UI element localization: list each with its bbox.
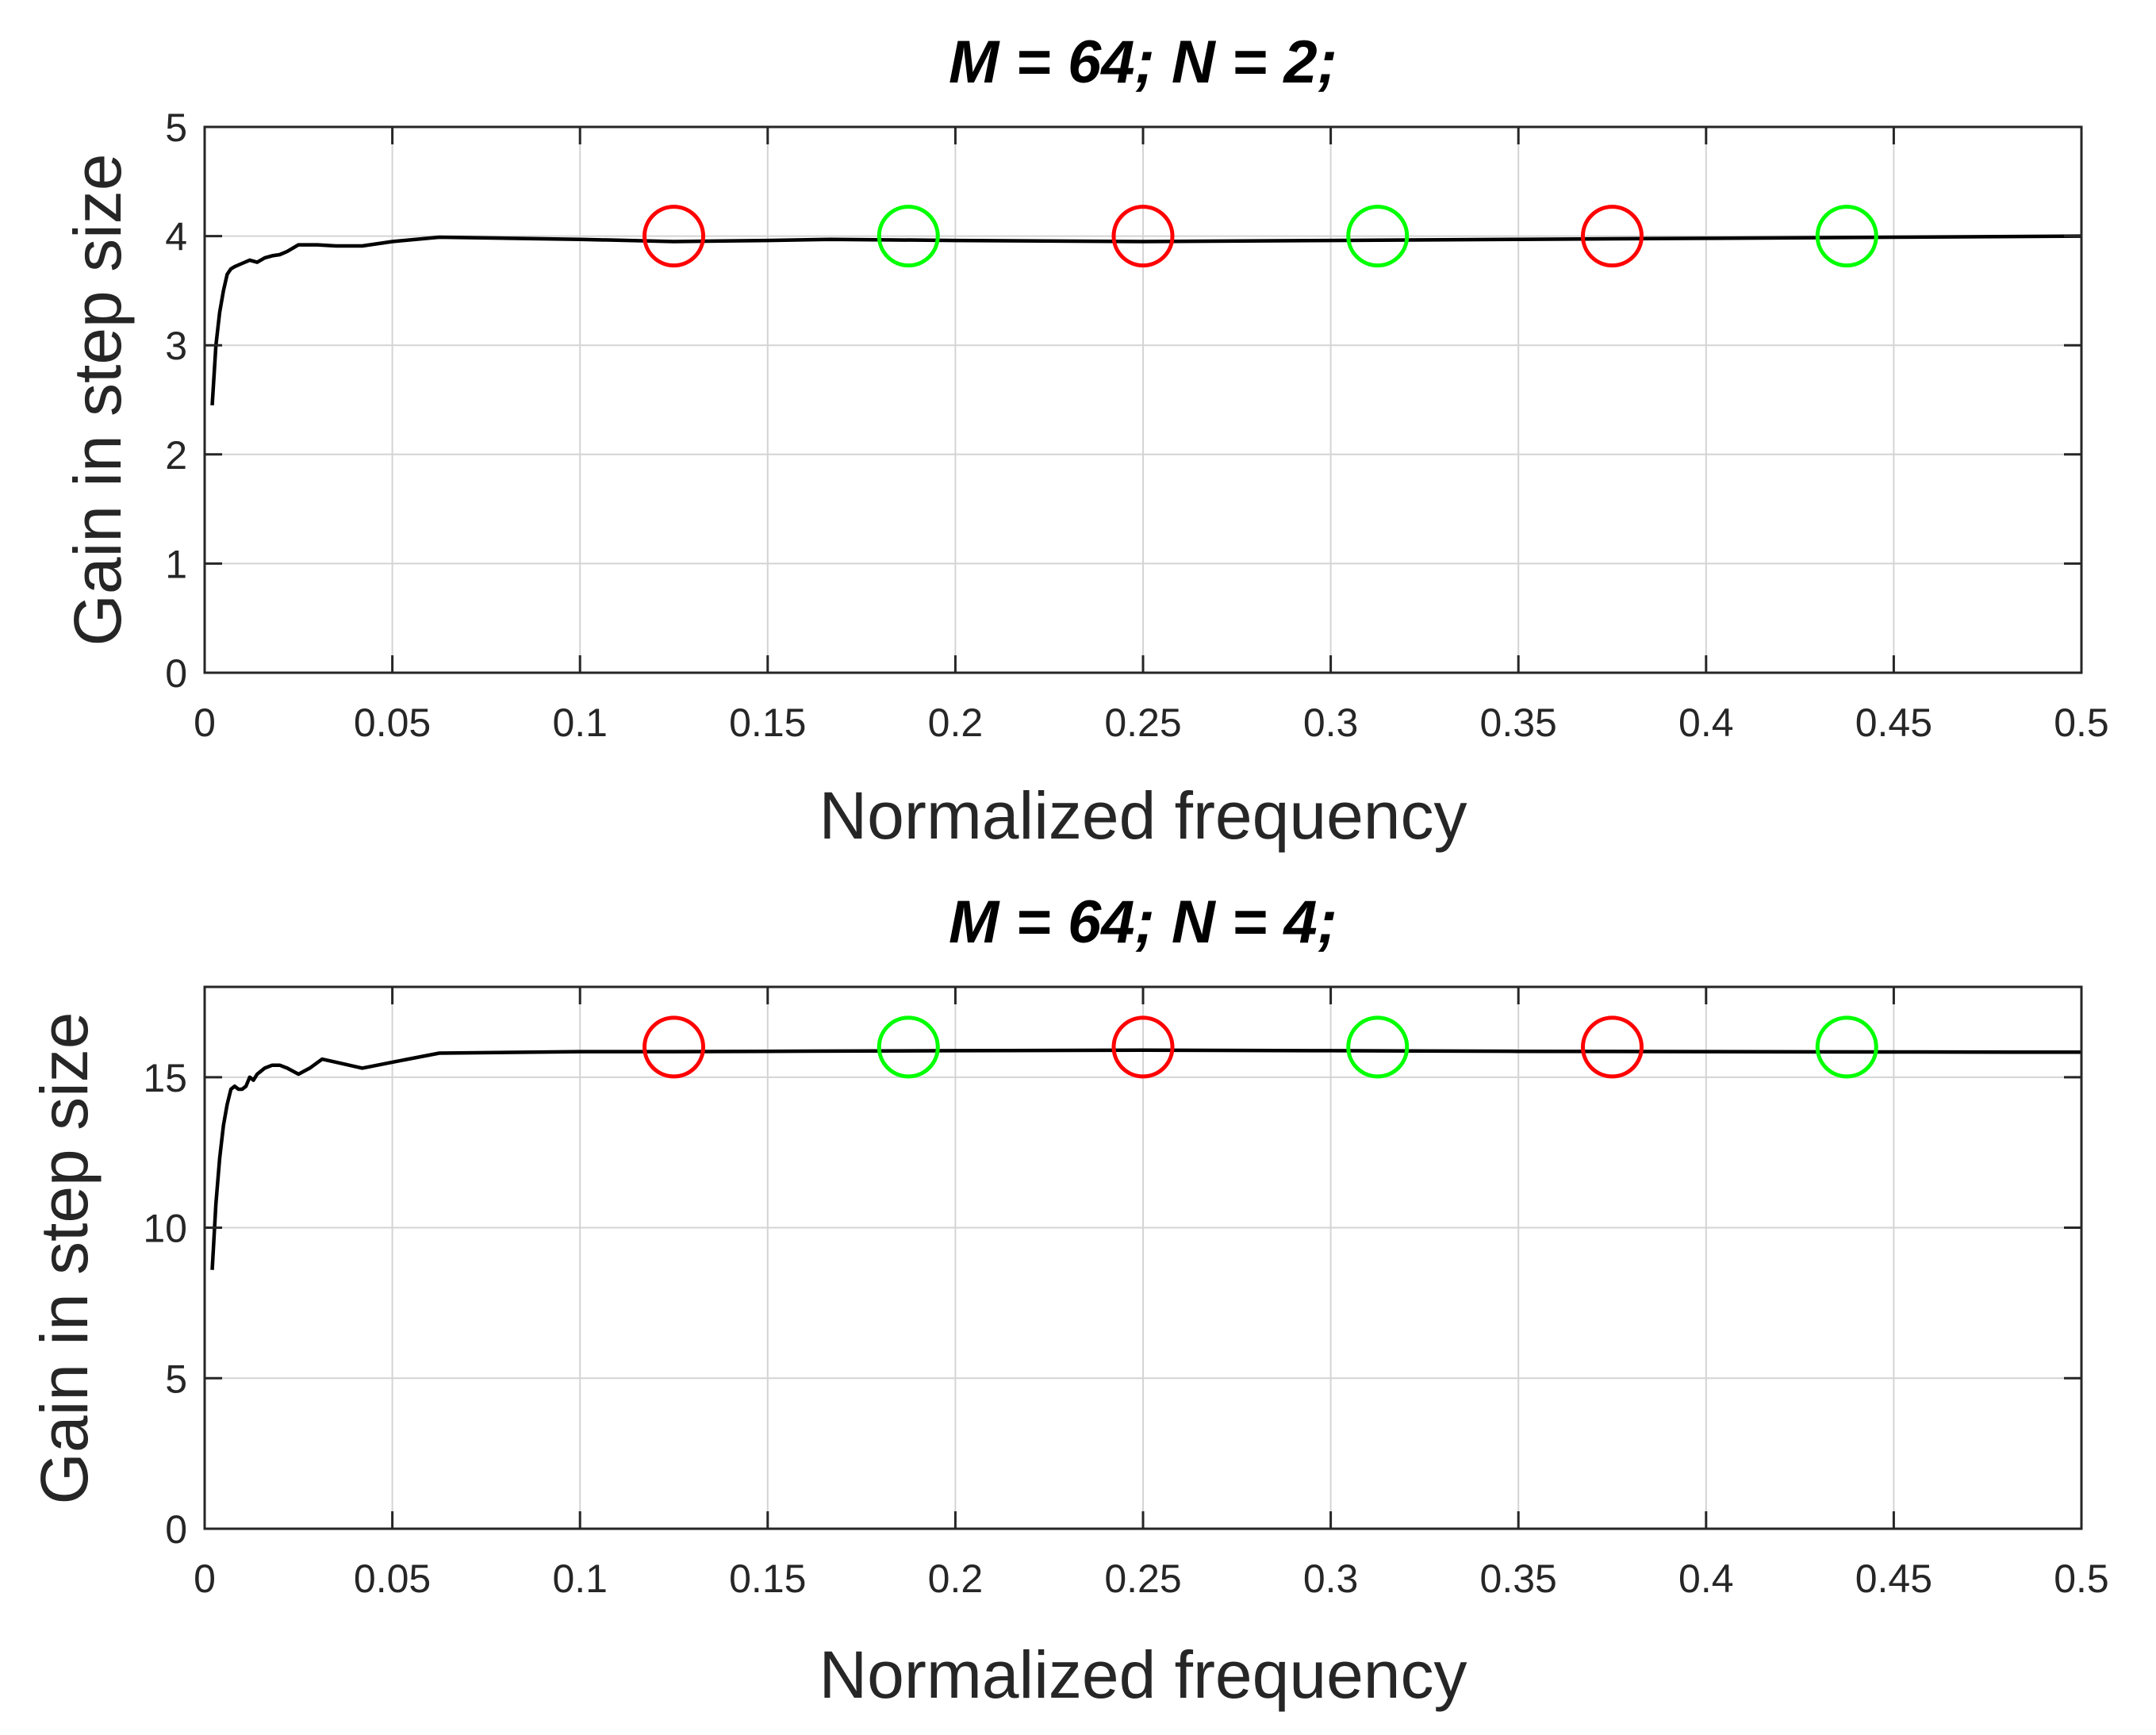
chart-bottom: M = 64; N = 4; 0 0.05 0.1 0.15 0.2 0.25 0.3 0.3… [27,889,2109,1712]
x-tick-label: 0.05 [354,1557,431,1601]
series-line [210,234,2082,406]
y-tick-label: 1 [165,542,187,586]
y-tick-label: 5 [165,106,187,150]
x-tick-label: 0 [194,701,216,745]
x-tick-label: 0.15 [729,1557,806,1601]
y-axis-label: Gain in step size [60,154,135,647]
x-tick-label: 0.4 [1678,1557,1734,1601]
x-tick-label: 0.45 [1855,1557,1932,1601]
circle-marker [1815,205,1878,268]
x-axis-label: Normalized frequency [819,778,1467,853]
y-tick-label: 5 [165,1357,187,1401]
y-tick-label: 3 [165,324,187,368]
circle-marker [877,1015,940,1079]
y-tick-label: 10 [143,1207,187,1251]
circle-marker [1346,1015,1410,1079]
y-tick-label: 2 [165,433,187,478]
y-tick-label: 0 [165,1507,187,1552]
x-tick-label: 0.25 [1104,701,1181,745]
x-tick-label: 0.3 [1303,1557,1359,1601]
y-tick-label: 0 [165,651,187,696]
y-tick-label: 4 [165,215,187,259]
circle-marker [643,1015,705,1079]
x-tick-label: 0.45 [1855,701,1932,745]
chart-title: M = 64; N = 2; [949,29,1337,96]
x-tick-label: 0.1 [552,1557,608,1601]
x-tick-label: 0.2 [928,701,984,745]
chart-top: M = 64; N = 2; 0 0.05 0.1 0.15 0.2 0.25 0.3 0.3… [60,29,2109,853]
y-axis-label: Gain in step size [27,1012,102,1505]
x-tick-label: 0.4 [1678,701,1734,745]
circle-marker [1346,205,1410,268]
x-tick-label: 0.5 [2054,1557,2109,1601]
x-tick-label: 0.5 [2054,701,2109,745]
x-tick-label: 0.3 [1303,701,1359,745]
x-axis-label: Normalized frequency [819,1637,1467,1712]
y-tick-label: 15 [143,1056,187,1100]
x-tick-label: 0.2 [928,1557,984,1601]
circle-marker [643,205,705,268]
x-tick-label: 0.05 [354,701,431,745]
circle-marker [1111,205,1175,268]
circle-marker [1111,1015,1175,1079]
x-tick-label: 0.25 [1104,1557,1181,1601]
x-tick-label: 0 [194,1557,216,1601]
circle-marker [1581,1015,1644,1079]
circle-marker [1581,205,1644,268]
chart-title: M = 64; N = 4; [949,889,1337,956]
x-tick-label: 0.35 [1480,1557,1557,1601]
series-line [210,1048,2082,1270]
x-tick-label: 0.1 [552,701,608,745]
circle-marker [877,205,940,268]
x-tick-label: 0.15 [729,701,806,745]
circle-marker [1815,1015,1878,1079]
x-tick-label: 0.35 [1480,701,1557,745]
